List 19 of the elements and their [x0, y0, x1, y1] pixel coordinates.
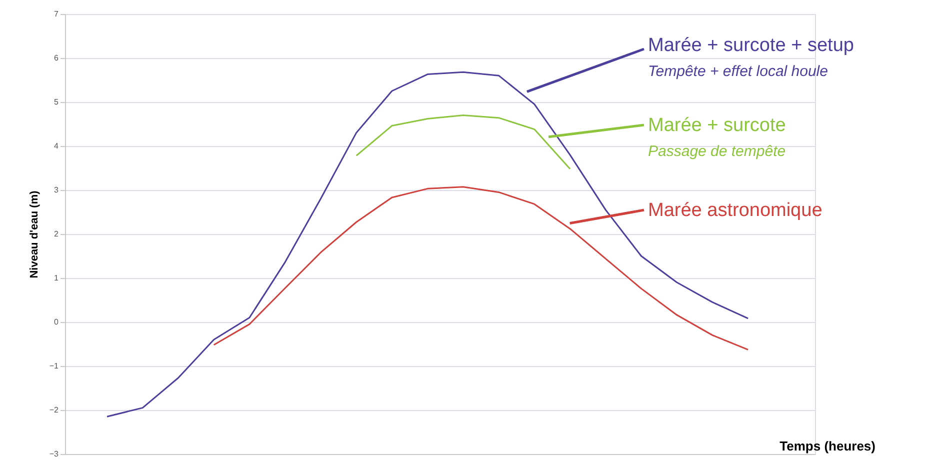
line-series — [356, 114, 571, 170]
annotation: Tempête + effet local houle — [648, 63, 828, 80]
annotation: Passage de tempête — [648, 143, 786, 160]
text: Marée + surcote — [648, 115, 786, 136]
legend-label: Marée astronomique — [648, 200, 822, 221]
y-tick-label: −1 — [49, 362, 60, 370]
y-tick-label: 2 — [54, 230, 60, 238]
y-tick-label: −3 — [49, 450, 60, 458]
y-axis-title: Niveau d'eau (m) — [28, 190, 40, 278]
y-tick-label: 1 — [54, 274, 60, 282]
text: Marée + surcote + setup — [648, 35, 854, 56]
y-tick-label: 0 — [54, 318, 60, 326]
y-tick-label: 5 — [54, 98, 60, 106]
y-tick-label: 6 — [54, 54, 60, 62]
y-tick-label: 4 — [54, 142, 60, 150]
y-tick-label: −2 — [49, 406, 60, 414]
x-axis-title: Temps (heures) — [780, 438, 876, 454]
y-tick-label: 3 — [54, 186, 60, 194]
y-tick-label: 7 — [54, 10, 60, 18]
